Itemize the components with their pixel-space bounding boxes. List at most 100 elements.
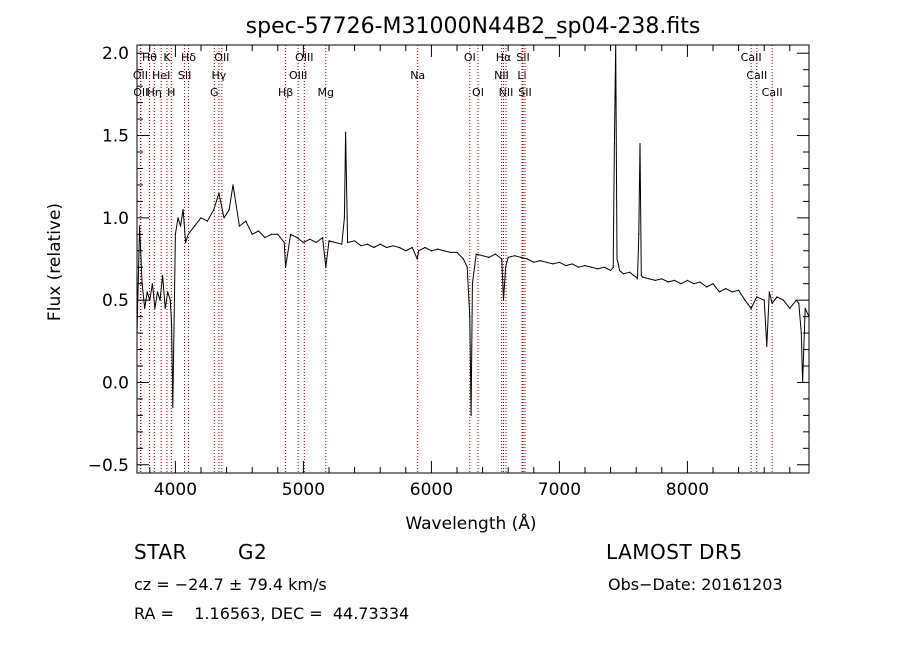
line-marker-label: Hβ: [278, 86, 293, 99]
data-point: [798, 302, 800, 305]
data-point: [309, 238, 311, 240]
data-point: [725, 288, 727, 290]
data-point: [167, 291, 169, 293]
data-point: [290, 233, 292, 235]
line-marker-label: NII: [499, 86, 514, 99]
data-point: [639, 143, 641, 145]
y-axis-label: Flux (relative): [45, 203, 65, 321]
data-point: [520, 256, 522, 258]
data-point: [613, 143, 616, 145]
data-point: [174, 233, 176, 235]
chart-title: spec-57726-M31000N44B2_sp04-238.fits: [246, 14, 701, 39]
data-point: [469, 316, 471, 318]
line-marker-label: H: [167, 86, 175, 99]
y-tick-label: 2.0: [102, 44, 129, 64]
data-point: [636, 278, 639, 280]
x-tick-label: 5000: [282, 480, 325, 500]
data-point: [149, 299, 151, 301]
data-point: [416, 258, 418, 260]
data-point: [558, 261, 561, 263]
data-point: [185, 241, 187, 244]
data-point: [612, 266, 614, 268]
data-point: [264, 237, 266, 239]
data-point: [475, 253, 477, 255]
data-point: [405, 250, 407, 252]
data-point: [296, 237, 298, 239]
data-point: [218, 192, 220, 194]
data-point: [424, 246, 426, 249]
data-point: [437, 248, 439, 250]
data-point: [584, 264, 586, 267]
data-point: [699, 281, 701, 283]
line-marker-label: Hθ: [142, 51, 157, 64]
data-point: [618, 269, 621, 272]
data-point: [571, 263, 573, 265]
spectrum-series: [136, 44, 810, 416]
data-point: [693, 283, 695, 285]
line-marker-label: OIII: [295, 51, 313, 64]
data-point: [328, 240, 330, 242]
data-point: [622, 273, 625, 275]
data-point: [392, 245, 394, 247]
line-marker-label: CaII: [741, 51, 762, 64]
line-marker-label: Hα: [496, 51, 512, 64]
data-point: [379, 243, 381, 245]
line-marker-label: OI: [472, 86, 484, 99]
data-point: [238, 225, 240, 227]
data-point: [179, 225, 182, 227]
data-point: [617, 263, 619, 265]
data-point: [539, 260, 541, 262]
x-tick-label: 6000: [410, 480, 453, 500]
line-marker-label: CaII: [746, 69, 767, 82]
data-point: [680, 283, 682, 285]
data-point: [138, 225, 141, 227]
data-point: [718, 291, 721, 293]
data-point: [731, 291, 733, 293]
line-marker-label: CaII: [762, 86, 783, 99]
data-point: [283, 241, 285, 244]
data-point: [154, 307, 156, 309]
data-point: [151, 283, 153, 285]
data-point: [182, 209, 184, 211]
class-label: STAR: [134, 540, 187, 564]
data-point: [514, 255, 516, 257]
data-point: [343, 217, 345, 219]
obs-date-text: Obs−Date: 20161203: [608, 575, 783, 594]
data-point: [552, 263, 554, 265]
data-point: [782, 299, 785, 301]
data-point: [373, 246, 375, 249]
data-point: [206, 220, 208, 222]
data-point: [411, 246, 413, 249]
line-marker-label: SII: [518, 86, 531, 99]
data-point: [494, 253, 496, 255]
data-point: [285, 266, 287, 268]
data-point: [430, 250, 432, 252]
data-point: [418, 250, 420, 252]
x-axis-label: Wavelength (Å): [405, 512, 536, 534]
data-point: [642, 276, 644, 278]
data-point: [635, 276, 637, 278]
data-point: [661, 278, 663, 280]
data-point: [505, 266, 507, 268]
y-tick-label: 1.5: [102, 127, 129, 147]
data-point: [501, 258, 503, 260]
data-point: [470, 414, 472, 416]
data-point: [546, 261, 548, 263]
y-tick-label: 0.0: [102, 373, 129, 393]
data-point: [341, 243, 343, 245]
data-point: [354, 240, 356, 242]
data-point: [507, 256, 509, 258]
data-point: [270, 233, 272, 235]
data-point: [488, 256, 490, 258]
data-point: [706, 286, 708, 288]
data-point: [578, 266, 580, 268]
data-point: [629, 271, 631, 273]
data-point: [768, 291, 770, 293]
y-tick-label: 0.5: [102, 291, 129, 311]
data-point: [245, 220, 247, 222]
data-point: [789, 307, 791, 309]
data-point: [251, 233, 253, 235]
line-marker-label: Mg: [318, 86, 334, 99]
data-point: [360, 245, 362, 247]
